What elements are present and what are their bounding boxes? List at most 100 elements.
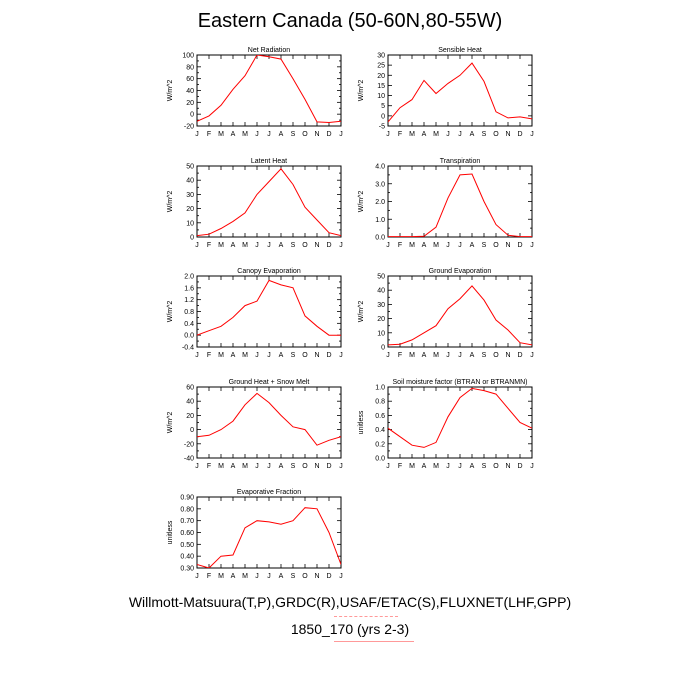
x-tick-label: O: [302, 242, 308, 249]
x-tick-label: O: [493, 463, 499, 470]
x-tick-label: D: [326, 131, 331, 138]
y-tick-label: 3.0: [375, 181, 385, 188]
x-tick-label: N: [505, 131, 510, 138]
y-tick-label: -20: [184, 124, 194, 131]
x-tick-label: J: [458, 242, 462, 249]
x-tick-label: O: [302, 573, 308, 580]
x-tick-label: A: [422, 131, 427, 138]
series-line: [388, 387, 532, 448]
series-line: [197, 168, 341, 237]
x-tick-label: O: [302, 463, 308, 470]
y-tick-label: 0: [381, 345, 385, 352]
plot-frame: [387, 275, 533, 348]
x-tick-label: J: [446, 242, 450, 249]
y-tick-label: 80: [186, 64, 194, 71]
x-tick-label: N: [505, 242, 510, 249]
x-tick-label: J: [255, 352, 259, 359]
x-tick-label: S: [291, 242, 296, 249]
x-tick-label: J: [195, 463, 199, 470]
y-axis-label: W/m^2: [358, 80, 365, 102]
x-tick-label: M: [218, 573, 224, 580]
series-line: [388, 285, 532, 346]
y-tick-label: 30: [377, 53, 385, 60]
y-tick-label: 0.4: [184, 321, 194, 328]
panel-title: Transpiration: [440, 158, 481, 165]
y-axis-label: W/m^2: [167, 412, 174, 434]
y-tick-label: -20: [184, 441, 194, 448]
x-tick-label: F: [207, 573, 211, 580]
footer-dash-decoration: [334, 616, 398, 617]
y-tick-label: 20: [377, 316, 385, 323]
x-tick-label: J: [267, 463, 271, 470]
plot-frame: [196, 386, 342, 459]
x-tick-label: J: [446, 352, 450, 359]
x-tick-label: J: [386, 131, 390, 138]
y-tick-label: 0.50: [180, 542, 194, 549]
y-tick-label: 20: [377, 73, 385, 80]
y-axis-label: W/m^2: [167, 80, 174, 102]
main-title: Eastern Canada (50-60N,80-55W): [197, 10, 503, 32]
x-tick-label: S: [482, 352, 487, 359]
x-tick-label: M: [433, 242, 439, 249]
y-tick-label: 0.60: [180, 530, 194, 537]
y-tick-label: 10: [186, 220, 194, 227]
x-tick-label: D: [517, 242, 522, 249]
y-axis-label: unitless: [358, 410, 365, 434]
x-tick-label: J: [255, 131, 259, 138]
y-tick-label: 40: [186, 178, 194, 185]
x-tick-label: M: [409, 131, 415, 138]
y-tick-label: 0: [190, 235, 194, 242]
x-tick-label: M: [218, 242, 224, 249]
y-tick-label: 40: [186, 399, 194, 406]
x-tick-label: A: [422, 242, 427, 249]
x-tick-label: F: [398, 131, 402, 138]
x-tick-label: O: [302, 352, 308, 359]
panel-title: Net Radiation: [248, 47, 291, 54]
x-tick-label: D: [517, 463, 522, 470]
y-tick-label: 10: [377, 330, 385, 337]
x-tick-label: A: [279, 131, 284, 138]
x-tick-label: J: [255, 463, 259, 470]
y-tick-label: 4.0: [375, 164, 385, 171]
y-tick-label: 0.0: [375, 456, 385, 463]
x-tick-label: J: [339, 352, 343, 359]
x-tick-label: A: [231, 463, 236, 470]
y-tick-label: 20: [186, 413, 194, 420]
panel-8: Soil moisture factor (BTRAN or BTRANMN) 0…: [358, 379, 534, 470]
x-tick-label: S: [482, 463, 487, 470]
x-tick-label: A: [231, 131, 236, 138]
panel-title: Evaporative Fraction: [237, 489, 301, 496]
y-tick-label: 60: [186, 76, 194, 83]
y-tick-label: -5: [379, 124, 385, 131]
x-tick-label: M: [433, 131, 439, 138]
y-tick-label: 1.2: [184, 297, 194, 304]
y-tick-label: 0.80: [180, 506, 194, 513]
x-tick-label: J: [530, 242, 534, 249]
x-tick-label: A: [470, 463, 475, 470]
x-tick-label: D: [326, 573, 331, 580]
y-axis-label: W/m^2: [167, 191, 174, 213]
x-tick-label: J: [446, 131, 450, 138]
x-tick-label: M: [433, 352, 439, 359]
series-line: [197, 507, 341, 568]
x-tick-label: M: [242, 573, 248, 580]
plot-frame: [196, 165, 342, 238]
x-tick-label: A: [231, 573, 236, 580]
y-tick-label: 40: [377, 288, 385, 295]
x-tick-label: M: [242, 131, 248, 138]
x-tick-label: J: [195, 573, 199, 580]
x-tick-label: J: [458, 131, 462, 138]
panel-title: Canopy Evaporation: [237, 268, 301, 275]
x-tick-label: D: [326, 242, 331, 249]
series-line: [388, 62, 532, 123]
y-tick-label: 0: [381, 113, 385, 120]
x-tick-label: O: [302, 131, 308, 138]
panel-5: Canopy Evaporation -0.4 0.0 0.4 0.8 1.2 1.6 2.0…: [167, 268, 343, 359]
x-tick-label: J: [339, 573, 343, 580]
x-tick-label: J: [386, 463, 390, 470]
